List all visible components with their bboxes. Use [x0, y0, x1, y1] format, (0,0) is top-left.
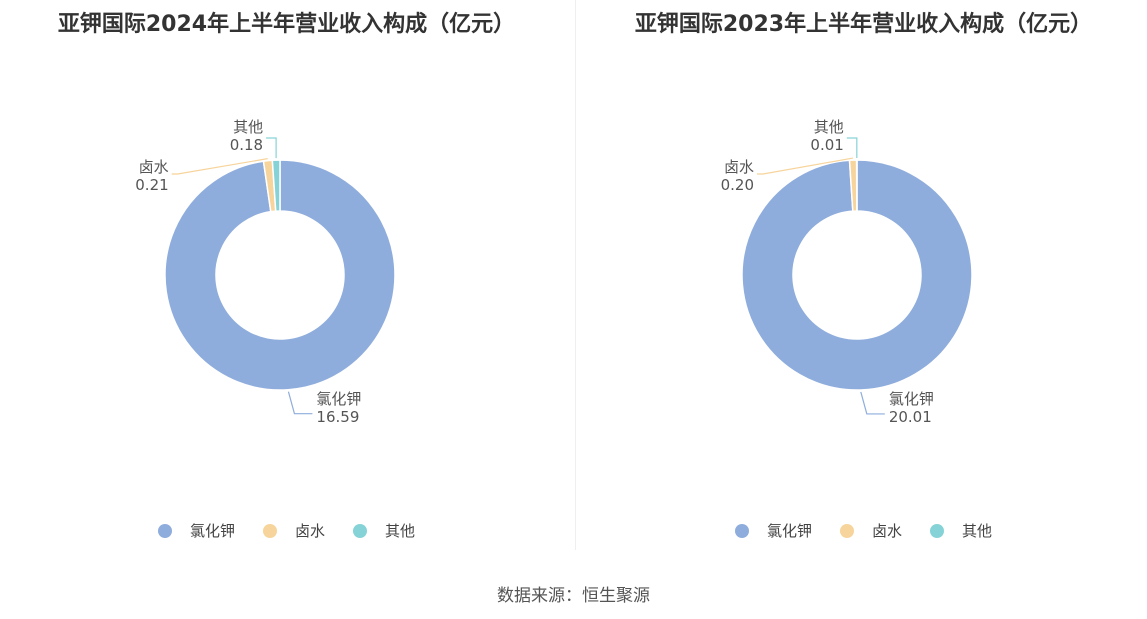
legend-label: 其他	[962, 522, 993, 540]
slice-category-label: 卤水	[724, 158, 754, 176]
slice-category-label: 其他	[814, 118, 844, 136]
slice-label-other: 其他0.18	[230, 118, 277, 159]
slice-label-brine: 卤水0.21	[135, 158, 268, 194]
slice-value-label: 20.01	[889, 408, 932, 426]
legend-dot	[157, 523, 172, 538]
legend-label: 其他	[385, 522, 416, 540]
legend-dot	[734, 523, 749, 538]
donut-slice-potassium-chloride[interactable]	[741, 159, 973, 391]
slice-label-other: 其他0.01	[810, 118, 858, 158]
slice-value-label: 0.20	[721, 176, 754, 194]
chart-panel-2023: 亚钾国际2023年上半年营业收入构成（亿元） 氯化钾 20.01 卤水 0.20 其他 0…	[577, 0, 1147, 560]
slice-label-brine: 卤水0.20	[721, 157, 854, 194]
slice-category-label: 氯化钾	[316, 390, 361, 408]
leader-line	[287, 391, 313, 415]
legend-dot	[353, 523, 367, 538]
legend-item-potassium-chloride[interactable]: 氯化钾	[157, 520, 235, 541]
legend-label: 氯化钾	[766, 522, 812, 540]
legend-label: 卤水	[871, 522, 902, 540]
panel-divider	[575, 0, 576, 550]
legend-item-other[interactable]: 其他	[930, 520, 992, 541]
legend-label: 卤水	[294, 522, 325, 540]
legend-item-brine[interactable]: 卤水	[262, 520, 325, 541]
slice-category-label: 卤水	[139, 158, 169, 176]
legend-dot	[930, 523, 944, 538]
leader-line	[860, 391, 885, 415]
legend-item-potassium-chloride[interactable]: 氯化钾	[734, 520, 812, 541]
leader-line	[846, 137, 858, 158]
legend-item-brine[interactable]: 卤水	[839, 520, 902, 541]
legend-dot	[839, 523, 854, 538]
chart-panel-2024: 亚钾国际2024年上半年营业收入构成（亿元） 氯化钾 16.59 卤水 0.21 其他 0…	[0, 0, 573, 560]
data-source-note: 数据来源：恒生聚源	[497, 586, 650, 606]
chart-title: 亚钾国际2023年上半年营业收入构成（亿元）	[634, 12, 1093, 37]
donut-slice-other[interactable]	[271, 159, 281, 212]
chart-title: 亚钾国际2024年上半年营业收入构成（亿元）	[57, 12, 516, 37]
leader-line	[171, 158, 268, 175]
slice-category-label: 其他	[233, 118, 263, 136]
legend-item-other[interactable]: 其他	[353, 520, 415, 541]
leader-line	[757, 157, 854, 175]
slice-category-label: 氯化钾	[889, 390, 934, 408]
leader-line	[266, 137, 277, 159]
slice-value-label: 16.59	[316, 408, 359, 426]
slice-value-label: 0.01	[810, 136, 843, 154]
slice-value-label: 0.21	[135, 176, 168, 194]
legend: 氯化钾 卤水 其他	[577, 520, 1147, 541]
slice-value-label: 0.18	[230, 136, 263, 154]
legend-label: 氯化钾	[189, 522, 235, 540]
donut-slice-potassium-chloride[interactable]	[164, 159, 396, 391]
legend-dot	[262, 523, 277, 538]
legend: 氯化钾 卤水 其他	[0, 520, 573, 541]
